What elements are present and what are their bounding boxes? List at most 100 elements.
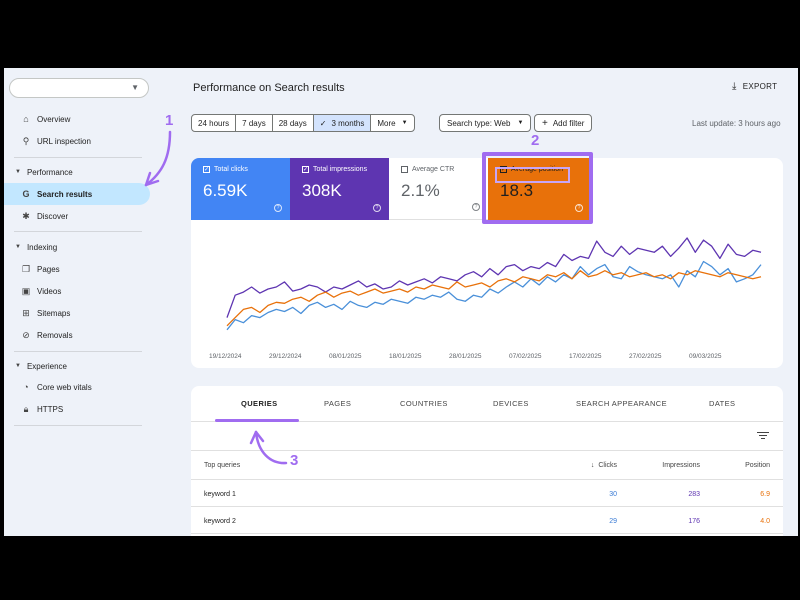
metric-average-ctr[interactable]: Average CTR 2.1% ? [389,158,488,220]
search-type-label: Search type: Web [447,118,511,128]
sidebar-item-overview[interactable]: ⌂ Overview [4,108,150,130]
sidebar-item-sitemaps[interactable]: ⊞ Sitemaps [4,302,150,324]
sidebar-item-label: Overview [37,114,71,124]
query-cell: keyword 1 [204,491,236,498]
metric-total-impressions[interactable]: ✓ Total impressions 308K ? [290,158,389,220]
property-selector[interactable]: ▼ [9,78,149,98]
sidebar: ▼ ⌂ Overview ⚲ URL inspection ▼ Performa… [4,68,190,536]
annotation-number-2: 2 [531,132,540,149]
checkbox-checked-icon[interactable]: ✓ [302,166,309,173]
export-label: EXPORT [742,82,778,91]
search-type-filter[interactable]: Search type: Web ▼ [439,114,532,132]
page-title: Performance on Search results [193,82,345,94]
checkbox-checked-icon[interactable]: ✓ [500,166,507,173]
checkbox-empty-icon[interactable] [401,166,408,173]
range-3-months[interactable]: ✓ 3 months [313,115,372,131]
x-tick-label: 19/12/2024 [209,353,242,360]
sidebar-section-experience[interactable]: ▼ Experience [4,357,150,375]
metric-total-clicks[interactable]: ✓ Total clicks 6.59K ? [191,158,290,220]
annotation-number-3: 3 [290,452,299,469]
sidebar-section-label: Experience [26,361,67,371]
sidebar-section-label: Performance [26,167,73,177]
clicks-cell: 30 [609,491,617,498]
metric-value: 2.1% [401,181,440,200]
table-row[interactable]: keyword 2 29 176 4.0 [191,507,783,534]
x-tick-label: 09/03/2025 [689,353,722,360]
metric-label: Average position [511,166,564,173]
tab-search-appearance[interactable]: SEARCH APPEARANCE [576,399,667,408]
help-icon[interactable]: ? [575,204,583,212]
sidebar-item-core-web-vitals[interactable]: ◔ Core web vitals [4,376,150,398]
speedometer-icon: ◔ [23,382,29,392]
tab-pages[interactable]: PAGES [324,399,352,408]
impressions-cell: 283 [688,491,700,498]
data-table-card: QUERIES PAGES COUNTRIES DEVICES SEARCH A… [191,386,783,536]
google-g-icon: G [22,189,30,199]
checkbox-checked-icon[interactable]: ✓ [203,166,210,173]
range-28-days[interactable]: 28 days [273,115,314,131]
x-tick-label: 07/02/2025 [509,353,542,360]
caret-down-icon: ▼ [517,120,524,126]
sidebar-section-indexing[interactable]: ▼ Indexing [4,238,150,256]
sidebar-item-discover[interactable]: ✱ Discover [4,205,150,227]
x-tick-label: 18/01/2025 [389,353,422,360]
header-clicks[interactable]: ↓ Clicks [589,462,617,469]
x-tick-label: 08/01/2025 [329,353,362,360]
tab-countries[interactable]: COUNTRIES [400,399,448,408]
sidebar-divider [14,425,142,426]
position-cell: 6.9 [760,491,770,498]
series-line-3 [226,270,762,327]
removal-icon: ⊘ [22,329,30,340]
range-7-days[interactable]: 7 days [236,115,273,131]
annotation-label-box [495,167,570,183]
range-more[interactable]: More ▼ [371,115,413,131]
sitemap-icon: ⊞ [22,307,30,318]
header-clicks-label: Clicks [598,462,617,469]
add-filter-label: Add filter [552,118,585,128]
tab-queries[interactable]: QUERIES [241,399,278,408]
sidebar-item-url-inspection[interactable]: ⚲ URL inspection [4,130,150,152]
sparkle-icon: ✱ [22,210,30,221]
header-top-queries[interactable]: Top queries [204,462,241,469]
series-line-2 [226,237,762,318]
filter-rows-icon[interactable] [757,430,769,441]
sidebar-item-pages[interactable]: ❐ Pages [4,258,150,280]
search-icon: ⚲ [22,135,30,146]
export-button[interactable]: ⤓ EXPORT [732,81,777,92]
x-tick-label: 29/12/2024 [269,353,302,360]
lock-icon: 🔒︎ [23,403,29,414]
sidebar-divider [14,351,142,352]
series-line-1 [226,260,762,331]
table-header: Top queries ↓ Clicks Impressions Position [191,450,783,480]
sidebar-item-removals[interactable]: ⊘ Removals [4,324,150,346]
active-tab-indicator [215,419,299,422]
metric-value: 18.3 [500,181,534,200]
pages-icon: ❐ [21,263,31,274]
sidebar-item-https[interactable]: 🔒︎ HTTPS [4,398,150,420]
sidebar-section-performance[interactable]: ▼ Performance [4,163,150,181]
tab-dates[interactable]: DATES [709,399,736,408]
sidebar-item-label: HTTPS [37,404,64,414]
add-filter-button[interactable]: + Add filter [534,114,593,132]
help-icon[interactable]: ? [472,203,480,211]
help-icon[interactable]: ? [274,204,282,212]
sidebar-item-label: Pages [37,264,60,274]
x-tick-label: 27/02/2025 [629,353,662,360]
search-console-window: ▼ ⌂ Overview ⚲ URL inspection ▼ Performa… [4,68,798,536]
sidebar-item-videos[interactable]: ▣ Videos [4,280,150,302]
header-position[interactable]: Position [745,462,770,469]
annotation-number-1: 1 [165,112,174,129]
sidebar-section-label: Indexing [26,242,58,252]
sidebar-item-label: Removals [37,330,73,340]
date-range-selector: 24 hours 7 days 28 days ✓ 3 months More … [191,114,415,132]
help-icon[interactable]: ? [373,204,381,212]
header-impressions[interactable]: Impressions [662,462,700,469]
range-24-hours[interactable]: 24 hours [192,115,237,131]
table-row[interactable]: keyword 1 30 283 6.9 [191,480,783,507]
tab-devices[interactable]: DEVICES [493,399,529,408]
query-cell: keyword 2 [204,518,236,525]
sidebar-item-search-results[interactable]: G Search results [4,183,150,205]
dimension-tabs: QUERIES PAGES COUNTRIES DEVICES SEARCH A… [191,386,783,422]
chevron-down-icon: ▼ [131,83,139,92]
metric-label: Total clicks [214,166,248,173]
